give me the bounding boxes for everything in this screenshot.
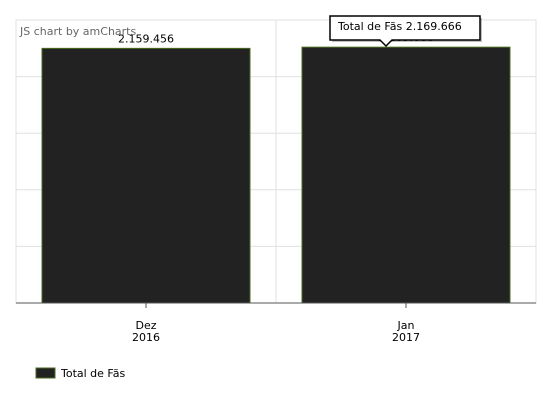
legend-swatch[interactable] [35,367,56,379]
legend: Total de Fãs [35,367,125,380]
x-tick-label: Dez [135,319,156,332]
x-tick-label: Jan [397,319,415,332]
bar [41,47,251,304]
bar [301,46,511,304]
bars [41,46,511,304]
tooltip-text: Total de Fãs 2.169.666 [337,20,462,33]
amcharts-credit-link[interactable]: JS chart by amCharts [19,25,136,38]
tooltip: Total de Fãs 2.169.666 [329,15,482,48]
legend-label-total-de-fas[interactable]: Total de Fãs [60,367,125,380]
x-tick-label: 2017 [392,331,420,344]
x-tick-label: 2016 [132,331,160,344]
data-label: 2.159.456 [118,32,174,45]
tooltip-box [329,15,481,48]
